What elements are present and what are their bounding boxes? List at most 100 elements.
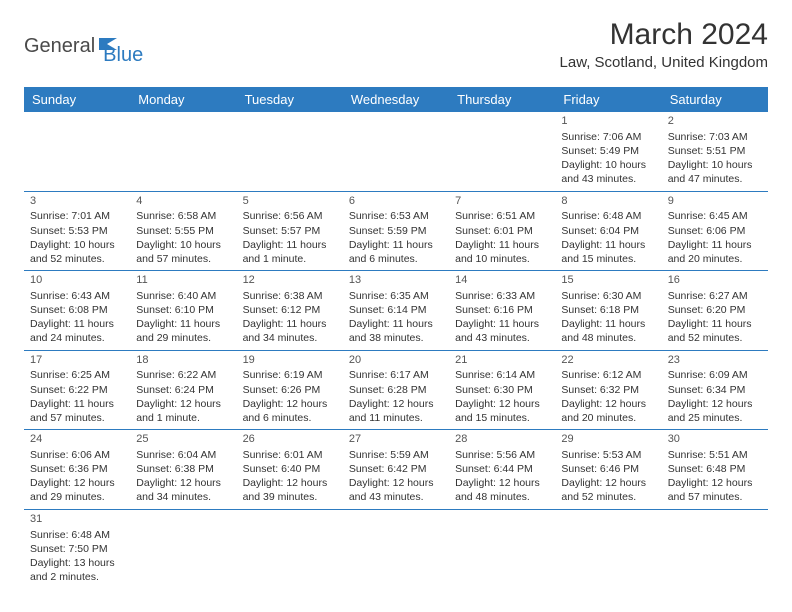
daylight-text: Daylight: 12 hours bbox=[243, 397, 337, 411]
day-number: 24 bbox=[30, 432, 124, 447]
daylight-text: Daylight: 12 hours bbox=[561, 397, 655, 411]
day-number: 20 bbox=[349, 353, 443, 368]
day-number: 27 bbox=[349, 432, 443, 447]
day-number: 2 bbox=[668, 114, 762, 129]
calendar-day-cell: 19Sunrise: 6:19 AMSunset: 6:26 PMDayligh… bbox=[237, 350, 343, 430]
day-number: 28 bbox=[455, 432, 549, 447]
sunset-text: Sunset: 6:42 PM bbox=[349, 462, 443, 476]
daylight-text: and 34 minutes. bbox=[243, 331, 337, 345]
sunrise-text: Sunrise: 5:51 AM bbox=[668, 448, 762, 462]
sunset-text: Sunset: 5:59 PM bbox=[349, 224, 443, 238]
calendar-day-cell: 17Sunrise: 6:25 AMSunset: 6:22 PMDayligh… bbox=[24, 350, 130, 430]
daylight-text: Daylight: 11 hours bbox=[668, 317, 762, 331]
calendar-day-cell: 1Sunrise: 7:06 AMSunset: 5:49 PMDaylight… bbox=[555, 112, 661, 191]
sunset-text: Sunset: 6:16 PM bbox=[455, 303, 549, 317]
sunrise-text: Sunrise: 6:35 AM bbox=[349, 289, 443, 303]
location-label: Law, Scotland, United Kingdom bbox=[560, 54, 768, 71]
daylight-text: and 2 minutes. bbox=[30, 570, 124, 584]
sunset-text: Sunset: 6:24 PM bbox=[136, 383, 230, 397]
sunset-text: Sunset: 6:14 PM bbox=[349, 303, 443, 317]
daylight-text: and 48 minutes. bbox=[455, 490, 549, 504]
daylight-text: and 24 minutes. bbox=[30, 331, 124, 345]
sunrise-text: Sunrise: 6:22 AM bbox=[136, 368, 230, 382]
sunset-text: Sunset: 6:36 PM bbox=[30, 462, 124, 476]
daylight-text: Daylight: 12 hours bbox=[243, 476, 337, 490]
calendar-day-cell: 11Sunrise: 6:40 AMSunset: 6:10 PMDayligh… bbox=[130, 271, 236, 351]
calendar-week-row: 1Sunrise: 7:06 AMSunset: 5:49 PMDaylight… bbox=[24, 112, 768, 191]
daylight-text: Daylight: 10 hours bbox=[668, 158, 762, 172]
daylight-text: and 57 minutes. bbox=[136, 252, 230, 266]
daylight-text: and 47 minutes. bbox=[668, 172, 762, 186]
daylight-text: and 29 minutes. bbox=[30, 490, 124, 504]
calendar-day-cell: 25Sunrise: 6:04 AMSunset: 6:38 PMDayligh… bbox=[130, 430, 236, 510]
calendar-day-cell: 26Sunrise: 6:01 AMSunset: 6:40 PMDayligh… bbox=[237, 430, 343, 510]
weekday-header: Saturday bbox=[662, 87, 768, 112]
calendar-day-cell: 16Sunrise: 6:27 AMSunset: 6:20 PMDayligh… bbox=[662, 271, 768, 351]
day-number: 21 bbox=[455, 353, 549, 368]
day-number: 11 bbox=[136, 273, 230, 288]
calendar-day-cell: 27Sunrise: 5:59 AMSunset: 6:42 PMDayligh… bbox=[343, 430, 449, 510]
day-number: 16 bbox=[668, 273, 762, 288]
calendar-week-row: 31Sunrise: 6:48 AMSunset: 7:50 PMDayligh… bbox=[24, 509, 768, 588]
daylight-text: and 38 minutes. bbox=[349, 331, 443, 345]
sunset-text: Sunset: 6:32 PM bbox=[561, 383, 655, 397]
daylight-text: and 15 minutes. bbox=[561, 252, 655, 266]
weekday-header: Friday bbox=[555, 87, 661, 112]
sunrise-text: Sunrise: 6:43 AM bbox=[30, 289, 124, 303]
daylight-text: Daylight: 12 hours bbox=[455, 476, 549, 490]
sunset-text: Sunset: 7:50 PM bbox=[30, 542, 124, 556]
sunset-text: Sunset: 6:12 PM bbox=[243, 303, 337, 317]
daylight-text: and 43 minutes. bbox=[455, 331, 549, 345]
calendar-week-row: 24Sunrise: 6:06 AMSunset: 6:36 PMDayligh… bbox=[24, 430, 768, 510]
sunrise-text: Sunrise: 6:30 AM bbox=[561, 289, 655, 303]
daylight-text: Daylight: 11 hours bbox=[349, 317, 443, 331]
sunrise-text: Sunrise: 6:53 AM bbox=[349, 209, 443, 223]
sunset-text: Sunset: 5:53 PM bbox=[30, 224, 124, 238]
sunrise-text: Sunrise: 6:17 AM bbox=[349, 368, 443, 382]
daylight-text: and 6 minutes. bbox=[349, 252, 443, 266]
calendar-empty-cell bbox=[130, 112, 236, 191]
sunset-text: Sunset: 6:22 PM bbox=[30, 383, 124, 397]
sunrise-text: Sunrise: 6:14 AM bbox=[455, 368, 549, 382]
daylight-text: Daylight: 12 hours bbox=[136, 476, 230, 490]
calendar-week-row: 3Sunrise: 7:01 AMSunset: 5:53 PMDaylight… bbox=[24, 191, 768, 271]
calendar-day-cell: 20Sunrise: 6:17 AMSunset: 6:28 PMDayligh… bbox=[343, 350, 449, 430]
daylight-text: and 57 minutes. bbox=[668, 490, 762, 504]
day-number: 22 bbox=[561, 353, 655, 368]
daylight-text: and 29 minutes. bbox=[136, 331, 230, 345]
sunset-text: Sunset: 6:30 PM bbox=[455, 383, 549, 397]
daylight-text: Daylight: 12 hours bbox=[136, 397, 230, 411]
sunset-text: Sunset: 6:10 PM bbox=[136, 303, 230, 317]
daylight-text: Daylight: 11 hours bbox=[455, 317, 549, 331]
daylight-text: Daylight: 11 hours bbox=[349, 238, 443, 252]
daylight-text: and 25 minutes. bbox=[668, 411, 762, 425]
daylight-text: Daylight: 11 hours bbox=[30, 397, 124, 411]
daylight-text: and 57 minutes. bbox=[30, 411, 124, 425]
daylight-text: and 52 minutes. bbox=[30, 252, 124, 266]
daylight-text: and 20 minutes. bbox=[561, 411, 655, 425]
daylight-text: Daylight: 11 hours bbox=[668, 238, 762, 252]
day-number: 25 bbox=[136, 432, 230, 447]
daylight-text: Daylight: 10 hours bbox=[136, 238, 230, 252]
calendar-day-cell: 23Sunrise: 6:09 AMSunset: 6:34 PMDayligh… bbox=[662, 350, 768, 430]
daylight-text: Daylight: 11 hours bbox=[455, 238, 549, 252]
page-header: General Blue March 2024 Law, Scotland, U… bbox=[0, 0, 792, 77]
daylight-text: Daylight: 12 hours bbox=[349, 476, 443, 490]
daylight-text: and 11 minutes. bbox=[349, 411, 443, 425]
calendar-day-cell: 5Sunrise: 6:56 AMSunset: 5:57 PMDaylight… bbox=[237, 191, 343, 271]
daylight-text: Daylight: 12 hours bbox=[668, 397, 762, 411]
daylight-text: Daylight: 12 hours bbox=[455, 397, 549, 411]
sunrise-text: Sunrise: 6:48 AM bbox=[30, 528, 124, 542]
logo: General Blue bbox=[24, 26, 143, 67]
sunrise-text: Sunrise: 6:25 AM bbox=[30, 368, 124, 382]
sunset-text: Sunset: 6:34 PM bbox=[668, 383, 762, 397]
sunrise-text: Sunrise: 6:12 AM bbox=[561, 368, 655, 382]
calendar-header-row: SundayMondayTuesdayWednesdayThursdayFrid… bbox=[24, 87, 768, 112]
daylight-text: and 34 minutes. bbox=[136, 490, 230, 504]
day-number: 15 bbox=[561, 273, 655, 288]
calendar-day-cell: 30Sunrise: 5:51 AMSunset: 6:48 PMDayligh… bbox=[662, 430, 768, 510]
sunset-text: Sunset: 5:55 PM bbox=[136, 224, 230, 238]
daylight-text: Daylight: 10 hours bbox=[561, 158, 655, 172]
calendar-week-row: 17Sunrise: 6:25 AMSunset: 6:22 PMDayligh… bbox=[24, 350, 768, 430]
calendar-day-cell: 12Sunrise: 6:38 AMSunset: 6:12 PMDayligh… bbox=[237, 271, 343, 351]
